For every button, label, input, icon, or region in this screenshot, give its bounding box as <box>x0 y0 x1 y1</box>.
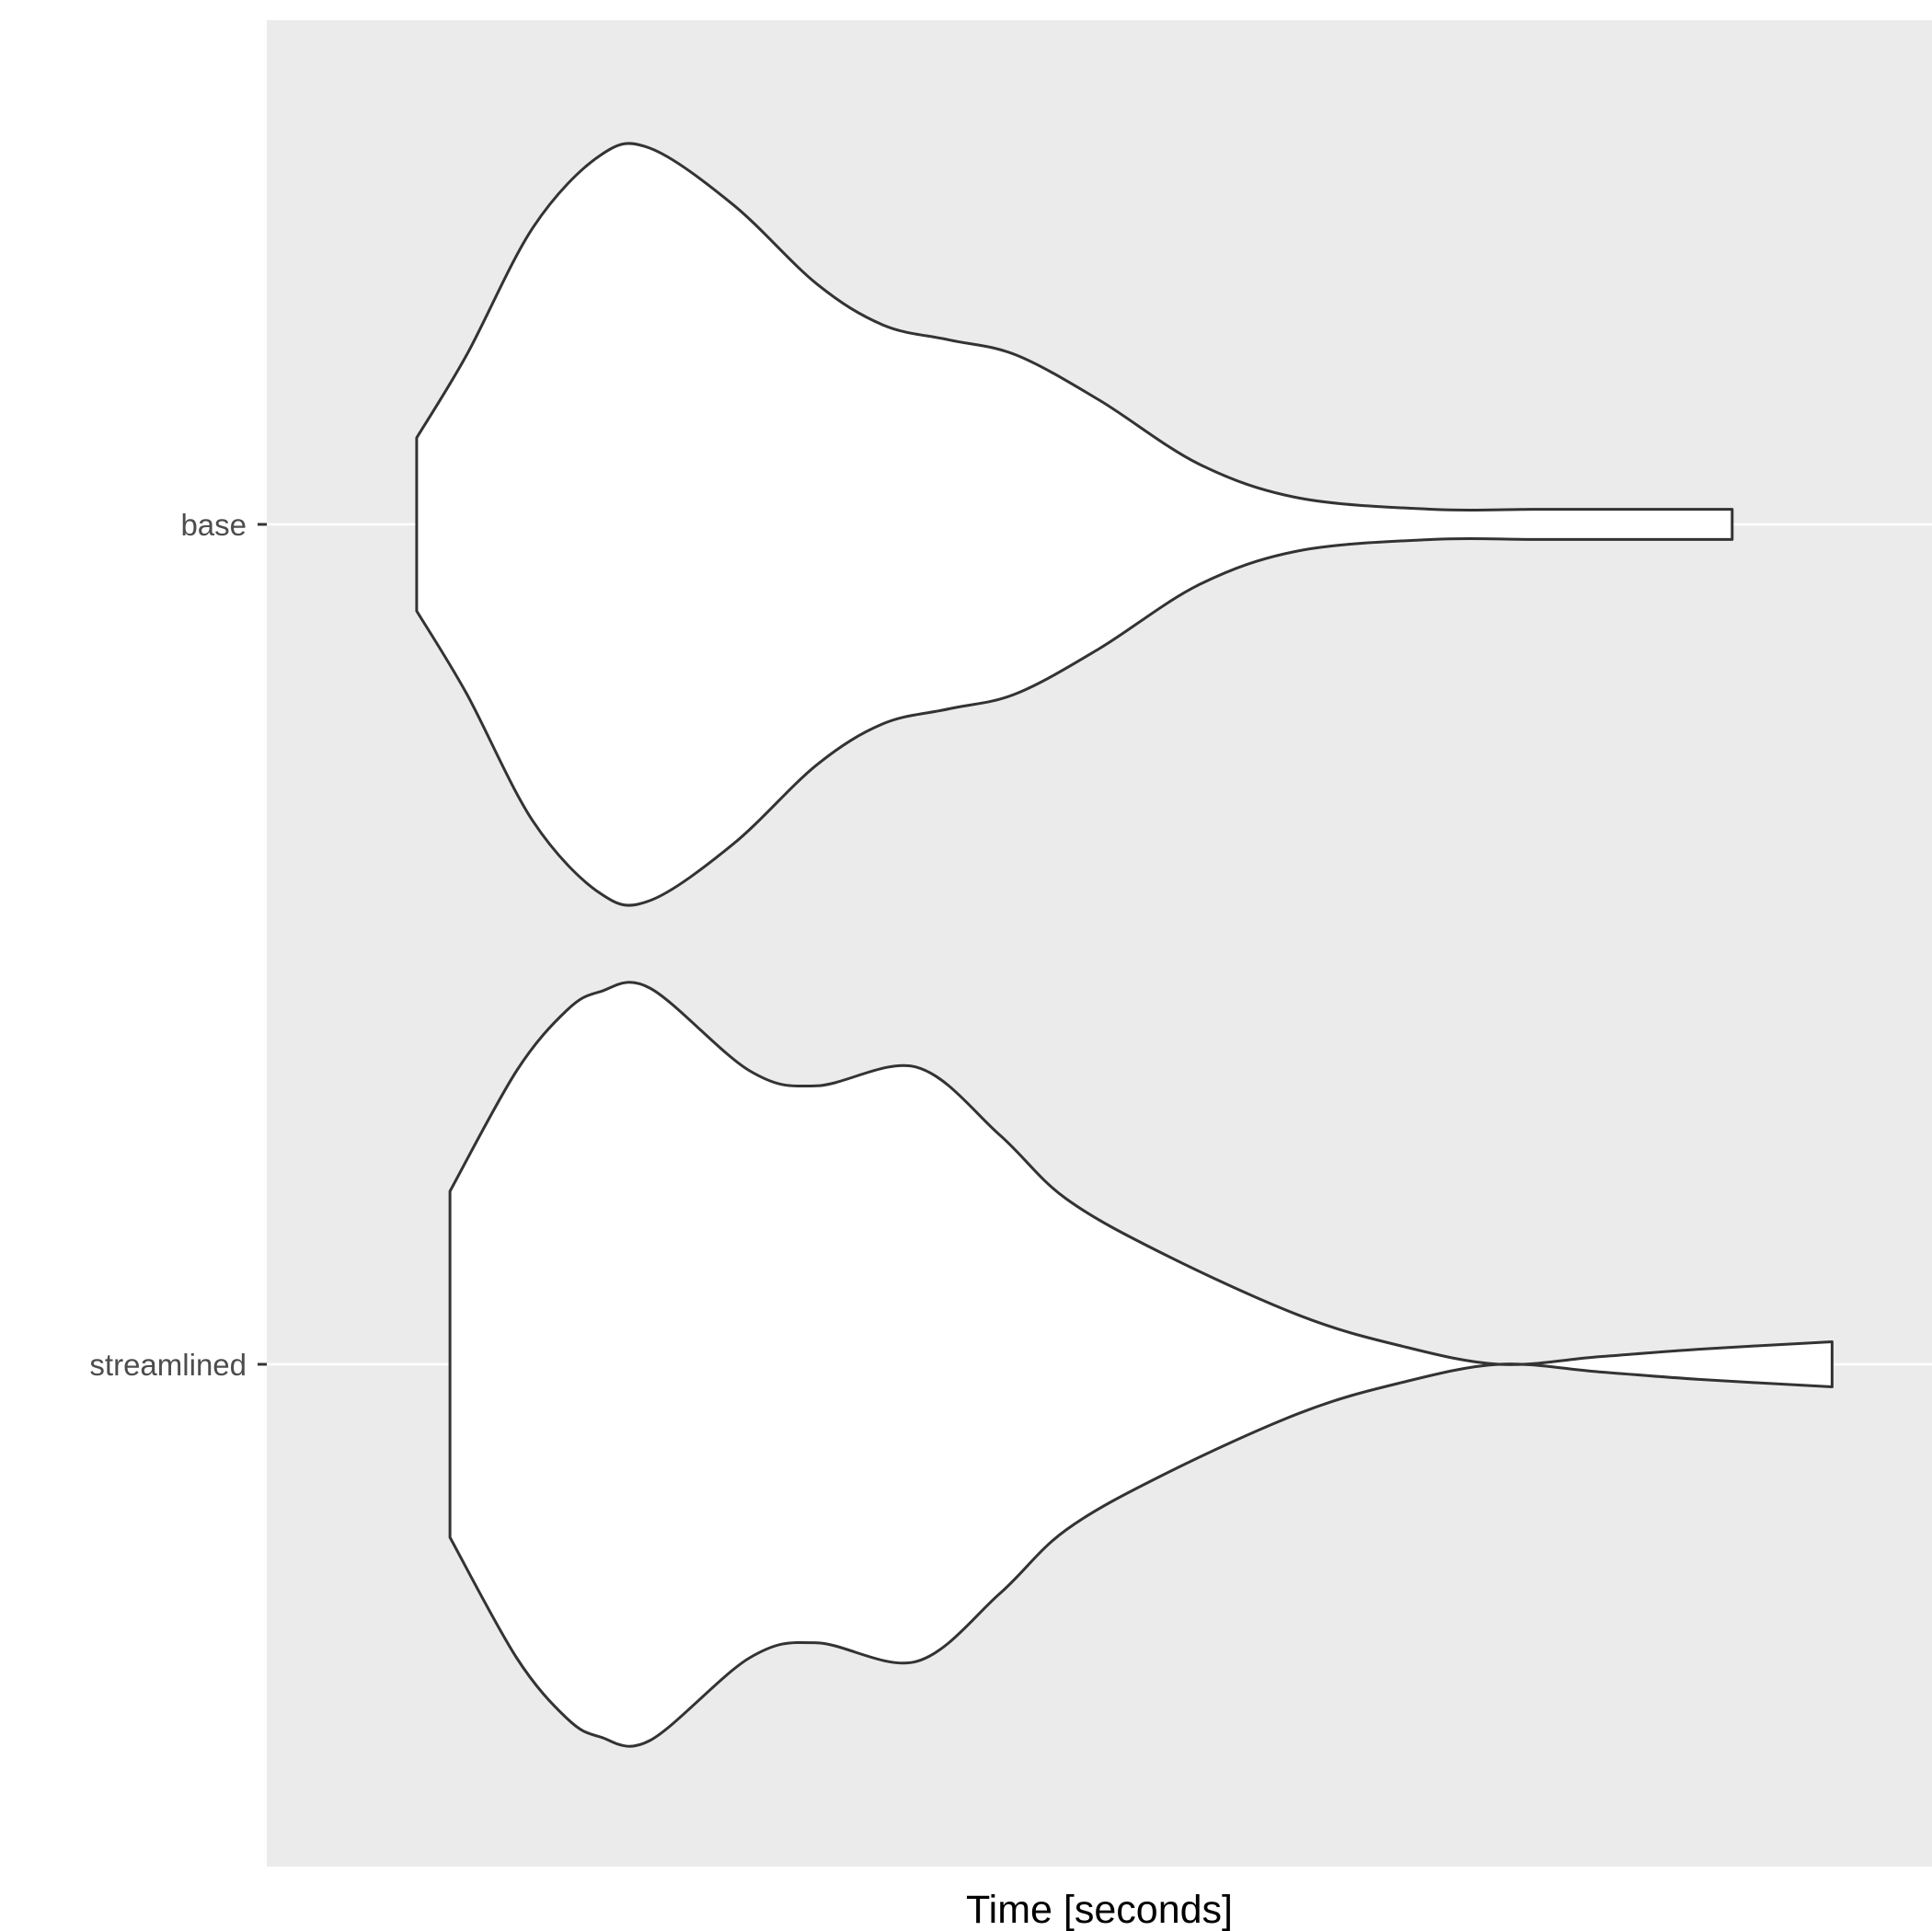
y-tick-label-streamlined: streamlined <box>89 1348 247 1382</box>
y-axis: base streamlined <box>89 508 267 1382</box>
violin-base <box>415 142 1734 907</box>
y-tick-label-base: base <box>180 508 247 542</box>
violin-streamlined <box>448 981 1834 1748</box>
x-axis-title: Time [seconds] <box>966 1888 1233 1931</box>
violins <box>415 142 1834 1748</box>
